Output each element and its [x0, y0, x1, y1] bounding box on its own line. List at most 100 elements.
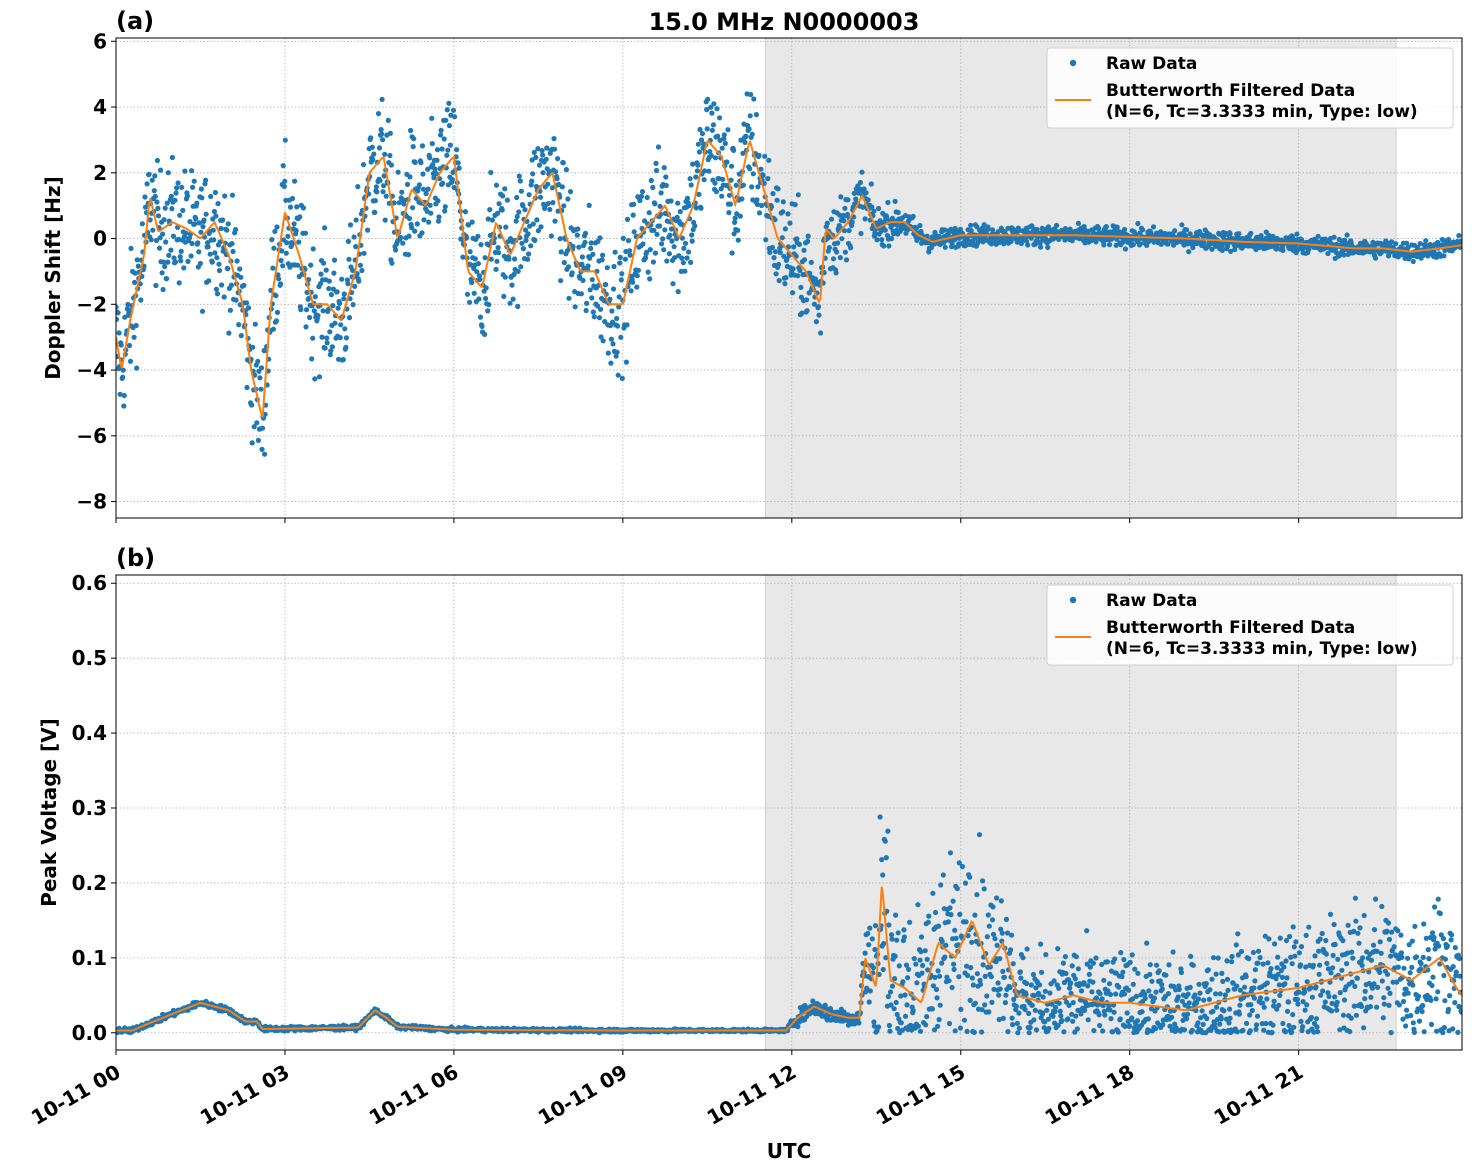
raw-point [1445, 236, 1452, 243]
raw-point [808, 259, 814, 265]
raw-point [361, 250, 367, 256]
raw-point [370, 157, 376, 163]
raw-point [692, 223, 698, 229]
raw-point [520, 246, 527, 252]
raw-point [427, 202, 433, 208]
raw-point [350, 302, 356, 308]
raw-point [1187, 984, 1193, 991]
raw-point [1001, 974, 1008, 980]
raw-point [645, 269, 651, 275]
raw-point [666, 251, 673, 257]
raw-point [1179, 222, 1185, 228]
raw-point [515, 268, 521, 274]
raw-point [346, 315, 353, 321]
raw-point [1049, 1001, 1055, 1007]
raw-point [667, 232, 673, 238]
raw-point [295, 262, 301, 268]
raw-point [221, 294, 227, 300]
raw-point [162, 205, 168, 211]
raw-point [1121, 226, 1128, 233]
raw-point [341, 296, 347, 302]
raw-point [805, 238, 811, 244]
raw-point [1122, 246, 1129, 252]
raw-point [958, 1006, 964, 1013]
raw-point [892, 198, 898, 204]
raw-point [600, 252, 606, 258]
raw-point [152, 173, 158, 179]
raw-point [859, 169, 865, 175]
raw-point [180, 207, 186, 213]
raw-point [343, 335, 349, 341]
raw-point [1013, 1003, 1019, 1009]
raw-point [1207, 987, 1213, 993]
raw-point [998, 898, 1004, 904]
raw-point [804, 297, 810, 303]
raw-point [940, 872, 946, 878]
raw-point [1118, 950, 1124, 956]
raw-point [785, 211, 791, 217]
raw-point [126, 342, 133, 349]
raw-point [662, 227, 668, 233]
raw-point [1219, 247, 1225, 253]
raw-point [237, 266, 243, 272]
raw-point [342, 326, 348, 332]
raw-point [131, 334, 137, 340]
raw-point [1059, 1017, 1065, 1024]
raw-point [1221, 1008, 1227, 1014]
raw-point [416, 182, 422, 188]
raw-point [1313, 1016, 1320, 1022]
raw-point [710, 122, 717, 128]
raw-point [668, 226, 675, 232]
raw-point [1149, 978, 1155, 984]
raw-point [1282, 1029, 1289, 1035]
raw-point [801, 257, 808, 263]
raw-point [142, 204, 149, 210]
raw-point [1090, 960, 1096, 966]
raw-point [699, 131, 706, 137]
raw-point [862, 950, 868, 956]
raw-point [132, 279, 138, 285]
raw-point [1051, 978, 1057, 984]
raw-point [406, 215, 413, 222]
raw-point [507, 300, 513, 306]
raw-point [1250, 949, 1256, 956]
raw-point [201, 217, 207, 223]
raw-point [347, 222, 354, 228]
raw-point [138, 297, 144, 303]
raw-point [1235, 952, 1241, 958]
raw-point [172, 197, 178, 203]
raw-point [1105, 988, 1111, 994]
raw-point [994, 895, 1000, 901]
raw-point [871, 1019, 877, 1025]
raw-point [578, 291, 585, 297]
raw-point [905, 975, 911, 981]
raw-point [942, 954, 948, 960]
raw-point [388, 162, 394, 168]
raw-point [467, 249, 473, 255]
raw-point [933, 986, 940, 993]
raw-point [865, 930, 871, 937]
raw-point [688, 259, 694, 265]
raw-point [925, 919, 931, 925]
raw-point [198, 229, 204, 235]
raw-point [777, 249, 783, 256]
raw-point [1091, 1028, 1097, 1034]
raw-point [1159, 982, 1165, 988]
raw-point [713, 189, 720, 195]
raw-point [679, 235, 686, 241]
raw-point [357, 262, 363, 268]
raw-point [303, 324, 309, 330]
raw-point [805, 233, 811, 239]
raw-point [1085, 1017, 1091, 1023]
raw-point [1295, 1001, 1301, 1007]
raw-point [1176, 986, 1182, 993]
raw-point [1100, 1028, 1106, 1034]
raw-point [591, 314, 597, 320]
raw-point [919, 970, 925, 976]
raw-point [241, 282, 247, 288]
raw-point [980, 962, 986, 968]
raw-point [1263, 1020, 1269, 1027]
raw-point [813, 319, 820, 325]
raw-point [623, 359, 630, 365]
raw-point [1101, 242, 1107, 248]
